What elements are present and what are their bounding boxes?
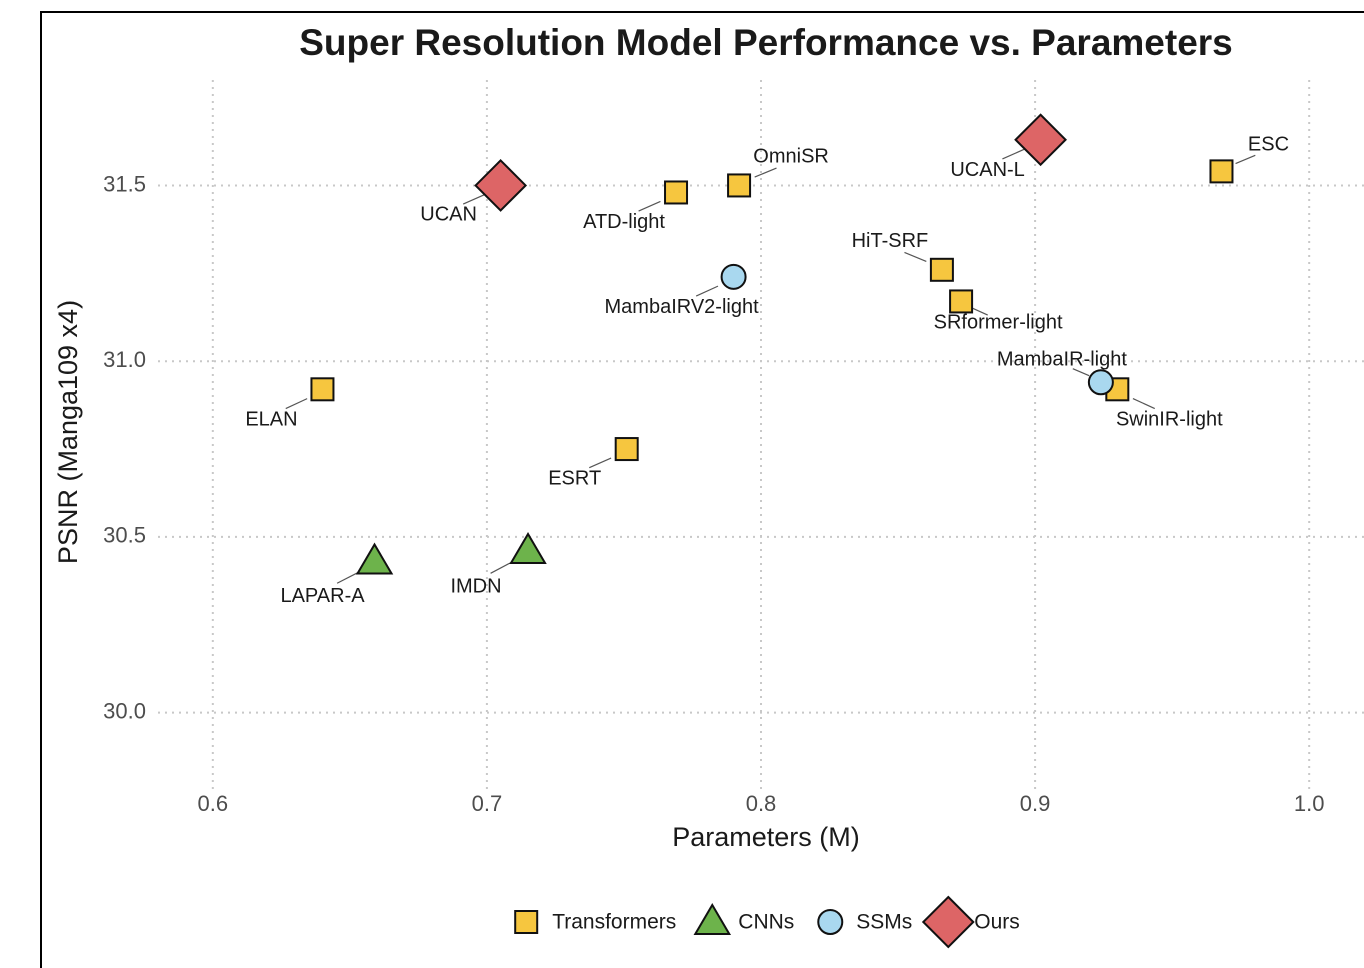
point-label: HiT-SRF: [852, 230, 929, 252]
point-label: SRformer-light: [934, 312, 1063, 334]
point-label: ESRT: [548, 467, 601, 489]
leader-line: [695, 285, 719, 297]
point-label: MambaIRV2-light: [605, 296, 760, 318]
point-label: ATD-light: [583, 211, 665, 233]
x-tick-label: 0.9: [1020, 791, 1051, 816]
legend-marker: [514, 910, 539, 934]
legend-label: SSMs: [856, 911, 912, 934]
marker: [509, 532, 547, 564]
legend-marker: [921, 895, 975, 949]
marker: [1209, 159, 1234, 184]
marker: [664, 180, 689, 205]
y-tick-label: 30.5: [103, 523, 146, 548]
point-label: SwinIR-light: [1116, 409, 1223, 431]
leader-line: [1132, 398, 1156, 410]
leader-line: [638, 200, 661, 212]
legend: Transformers CNNs SSMs Ours: [514, 895, 1020, 949]
leader-line: [904, 251, 927, 262]
leader-line: [971, 307, 988, 316]
marker: [929, 257, 954, 282]
x-tick-label: 0.7: [472, 791, 503, 816]
leader-line: [285, 398, 308, 410]
leader-line: [462, 193, 486, 205]
y-axis-label: PSNR (Manga109 x4): [53, 300, 83, 564]
y-tick-label: 31.0: [103, 347, 146, 372]
marker: [614, 437, 639, 462]
point-label: UCAN-L: [950, 159, 1024, 181]
x-axis-label: Parameters (M): [672, 822, 860, 852]
marker: [1014, 113, 1067, 167]
point-label: OmniSR: [753, 146, 829, 168]
point-label: LAPAR-A: [280, 585, 365, 607]
legend-marker: [693, 903, 732, 935]
leader-line: [1235, 154, 1256, 165]
frame: [40, 11, 1364, 968]
legend-marker: [817, 909, 844, 935]
x-tick-label: 0.6: [198, 791, 229, 816]
leader-line: [589, 457, 612, 469]
leader-line: [1002, 148, 1025, 160]
point-label: IMDN: [450, 575, 501, 597]
marker: [720, 263, 747, 290]
point-label: MambaIR-light: [997, 349, 1127, 371]
y-tick-label: 30.0: [103, 698, 146, 723]
chart-title: Super Resolution Model Performance vs. P…: [299, 22, 1233, 63]
leader-line: [336, 571, 360, 584]
legend-label: Ours: [974, 911, 1020, 934]
marker: [310, 377, 335, 402]
marker: [355, 542, 394, 575]
legend-label: CNNs: [738, 911, 794, 934]
point-label: ELAN: [245, 409, 297, 431]
point-label: ESC: [1248, 134, 1289, 156]
marker: [727, 173, 752, 198]
legend-label: Transformers: [552, 911, 676, 934]
marker: [474, 159, 528, 212]
point-label: UCAN: [420, 204, 477, 226]
leader-line: [754, 167, 777, 178]
leader-line: [490, 561, 513, 574]
marker: [1087, 369, 1114, 396]
y-tick-label: 31.5: [103, 171, 146, 196]
x-tick-label: 0.8: [746, 791, 777, 816]
leader-line: [1072, 368, 1090, 377]
x-tick-label: 1.0: [1294, 791, 1325, 816]
marker: [949, 289, 974, 314]
